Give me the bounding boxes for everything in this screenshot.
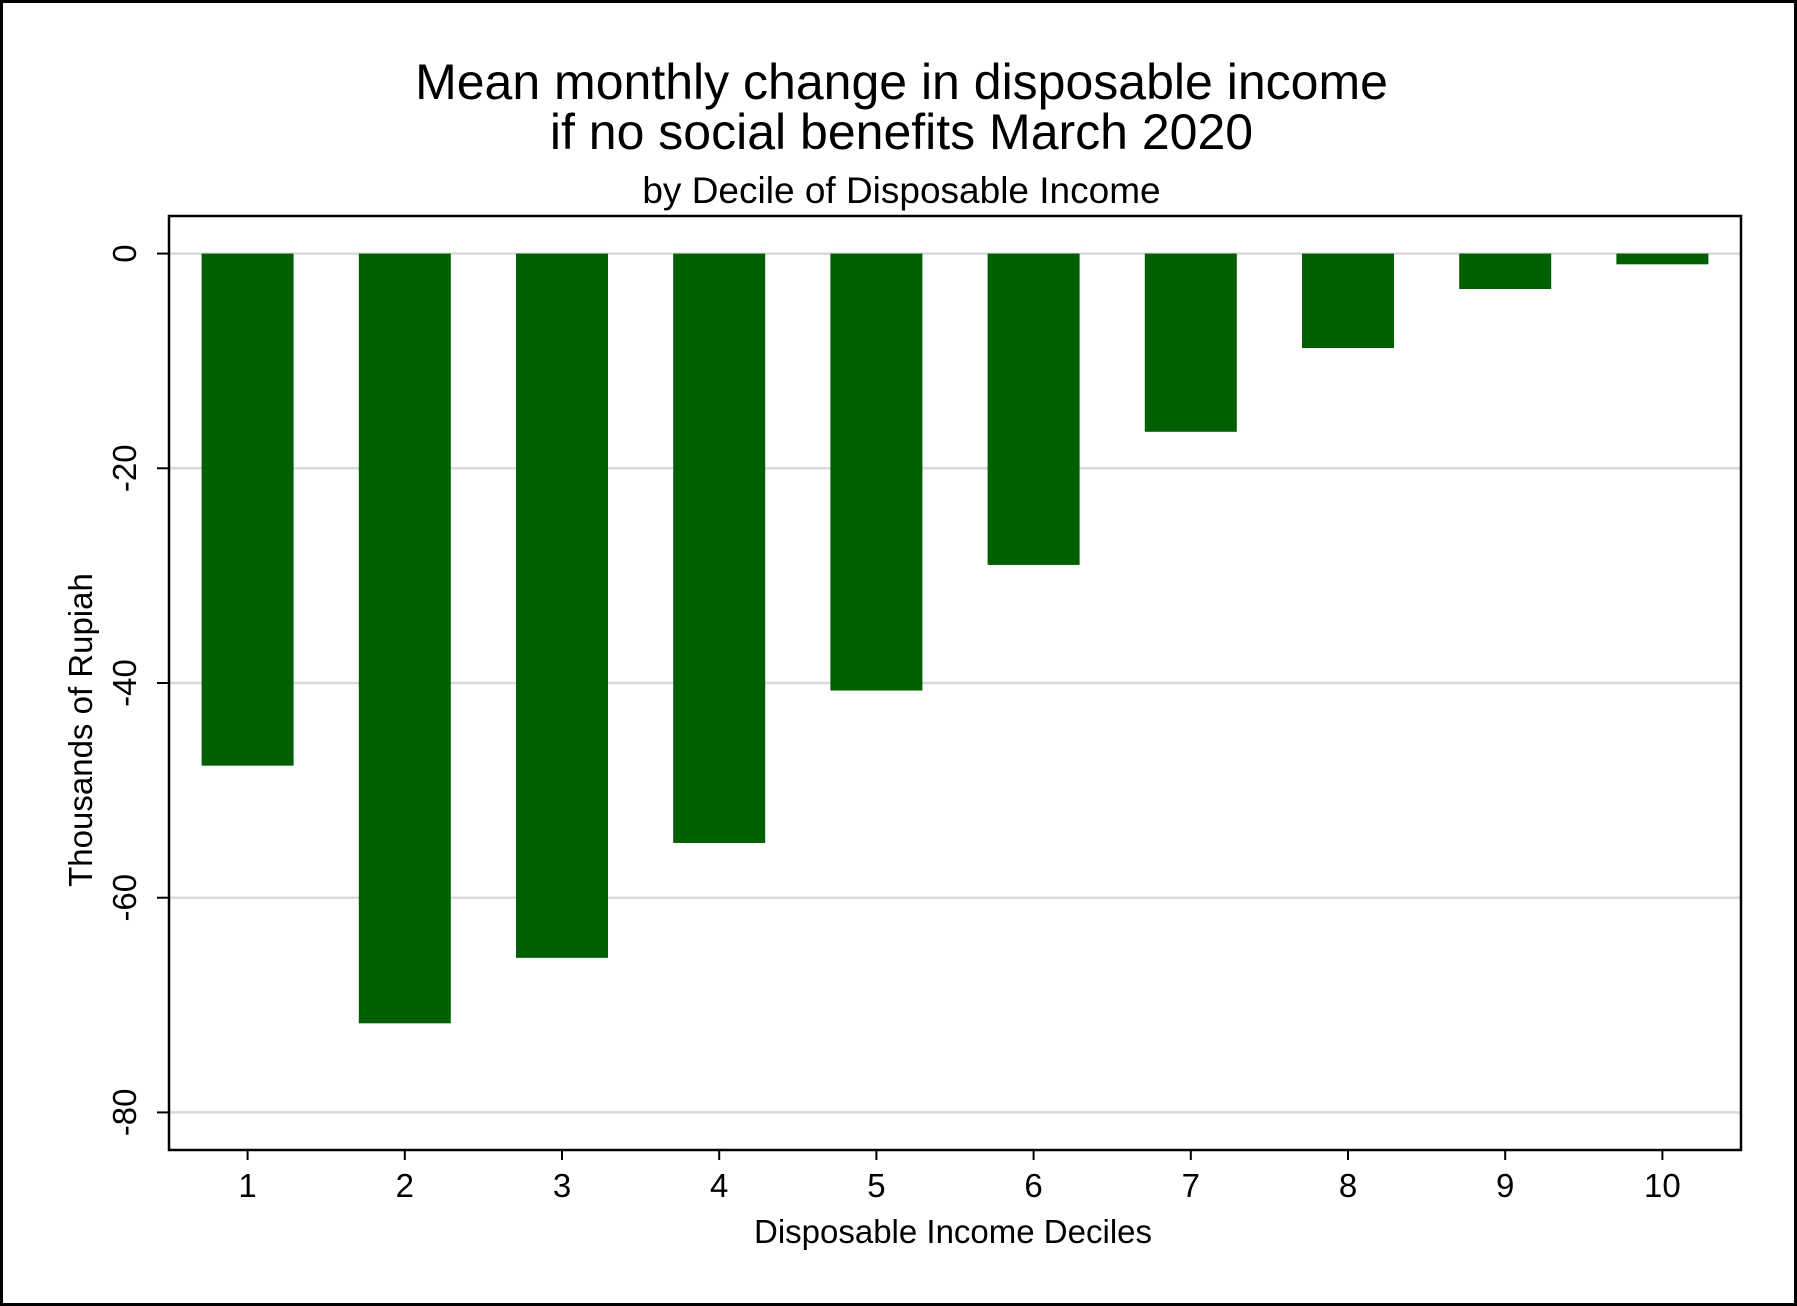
y-tick-label: 0 (106, 244, 143, 262)
y-tick-label: -20 (106, 444, 143, 492)
x-tick-label: 10 (1644, 1167, 1681, 1204)
bar-decile-10 (1616, 253, 1709, 265)
bar-decile-8 (1302, 253, 1394, 349)
y-tick-label: -80 (106, 1089, 143, 1137)
chart-subtitle: by Decile of Disposable Income (642, 170, 1161, 211)
x-tick-label: 1 (238, 1167, 256, 1204)
x-tick-label: 6 (1024, 1167, 1042, 1204)
y-axis-ticks: 0 -20 -40 -60 -80 (106, 244, 169, 1136)
bars (201, 253, 1709, 1024)
chart-title: Mean monthly change in disposable income (415, 54, 1388, 110)
y-tick-label: -60 (106, 874, 143, 922)
x-axis-label: Disposable Income Deciles (754, 1213, 1152, 1250)
x-axis-ticks: 1 2 3 4 5 6 7 8 9 10 (238, 1150, 1681, 1204)
x-tick-label: 4 (710, 1167, 728, 1204)
bar-decile-1 (201, 253, 294, 766)
x-tick-label: 5 (867, 1167, 885, 1204)
bar-decile-4 (673, 253, 766, 843)
bar-decile-5 (830, 253, 923, 691)
x-tick-label: 8 (1339, 1167, 1357, 1204)
bar-decile-9 (1459, 253, 1552, 290)
y-axis-label: Thousands of Rupiah (62, 573, 99, 887)
chart-title-line-2: if no social benefits March 2020 (549, 104, 1254, 160)
bar-decile-6 (987, 253, 1080, 565)
bar-decile-7 (1144, 253, 1237, 432)
bar-decile-3 (516, 253, 608, 958)
x-tick-label: 7 (1182, 1167, 1200, 1204)
y-tick-label: -40 (106, 659, 143, 707)
bar-decile-2 (358, 253, 451, 1024)
x-tick-label: 2 (396, 1167, 414, 1204)
x-tick-label: 9 (1496, 1167, 1514, 1204)
x-tick-label: 3 (553, 1167, 571, 1204)
